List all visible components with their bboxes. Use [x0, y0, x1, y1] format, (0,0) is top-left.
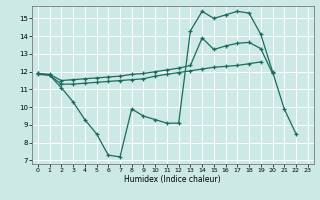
- X-axis label: Humidex (Indice chaleur): Humidex (Indice chaleur): [124, 175, 221, 184]
